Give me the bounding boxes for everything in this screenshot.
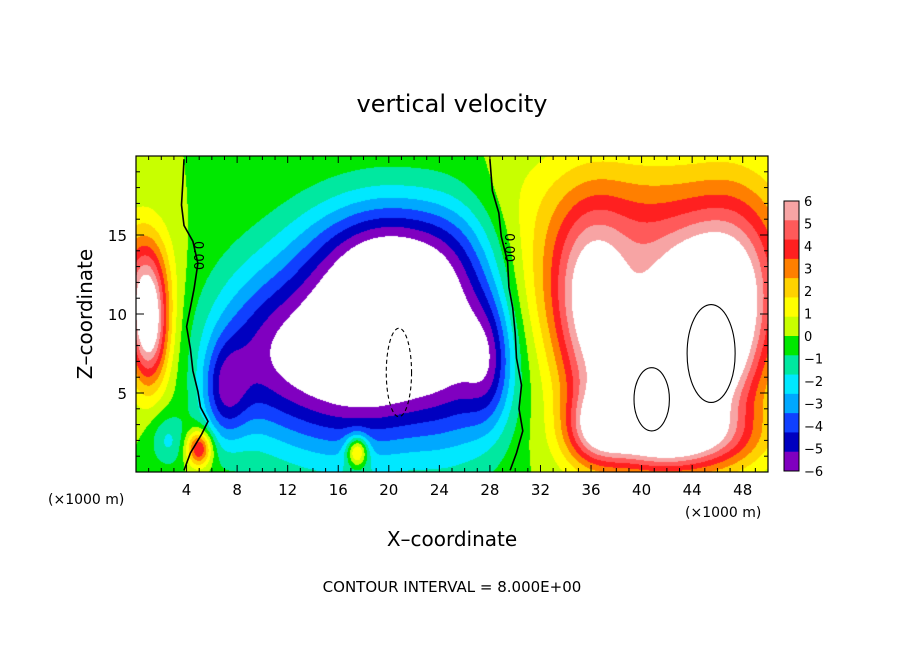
x-unit-left: (×1000 m) <box>48 492 124 508</box>
colorbar-swatch <box>784 451 799 472</box>
colorbar-swatch <box>784 413 799 433</box>
colorbar-swatch <box>784 201 799 221</box>
x-tick-label: 32 <box>531 481 550 499</box>
contour-label: 0.00 <box>190 241 205 270</box>
colorbar-label: −4 <box>804 420 823 435</box>
x-tick-label: 48 <box>733 481 752 499</box>
colorbar-label: 1 <box>804 308 812 323</box>
negative-contour-loop <box>385 327 413 418</box>
y-axis-ticks: 5 10 15 <box>108 171 768 457</box>
chart-title: vertical velocity <box>357 90 548 118</box>
heatmap-field <box>136 156 768 472</box>
y-axis-label: Z–coordinate <box>73 249 97 379</box>
x-tick-label: 36 <box>581 481 600 499</box>
colorbar-label: 5 <box>804 218 812 233</box>
y-tick-label: 15 <box>108 227 127 245</box>
x-tick-label: 44 <box>683 481 702 499</box>
colorbar-swatch <box>784 374 799 395</box>
colorbar-frame <box>783 200 800 472</box>
colorbar-swatch <box>784 258 799 279</box>
colorbar-swatch <box>784 316 799 337</box>
contour-lines: 0.00 0.00 <box>180 159 736 471</box>
colorbar-label: −5 <box>804 443 823 458</box>
colorbar-label: 3 <box>804 263 812 278</box>
colorbar-label: 6 <box>804 195 812 210</box>
colorbar: 6 5 4 3 2 1 0 −1 −2 −3 −4 −5 −6 <box>783 195 823 480</box>
positive-contour-loop <box>633 367 670 432</box>
y-tick-label: 10 <box>108 306 127 324</box>
colorbar-swatch <box>784 278 799 298</box>
x-tick-label: 4 <box>182 481 192 499</box>
colorbar-swatch <box>784 297 799 318</box>
x-tick-label: 24 <box>430 481 449 499</box>
x-axis-label: X–coordinate <box>387 527 517 551</box>
colorbar-swatch <box>784 432 799 453</box>
x-tick-label: 20 <box>379 481 398 499</box>
positive-contour-loop <box>686 303 736 404</box>
colorbar-swatch <box>784 355 799 376</box>
x-axis-ticks: 4 8 12 16 20 24 28 32 36 40 44 48 <box>148 156 756 499</box>
colorbar-swatch <box>784 220 799 241</box>
x-tick-label: 12 <box>278 481 297 499</box>
contour-interval-note: CONTOUR INTERVAL = 8.000E+00 <box>323 578 582 596</box>
x-tick-label: 16 <box>329 481 348 499</box>
x-tick-label: 8 <box>232 481 242 499</box>
colorbar-label: −6 <box>804 465 823 480</box>
colorbar-swatch <box>784 393 799 414</box>
colorbar-swatch <box>784 239 799 260</box>
x-tick-label: 28 <box>480 481 499 499</box>
x-tick-label: 40 <box>632 481 651 499</box>
colorbar-label: 2 <box>804 285 812 300</box>
colorbar-label: 4 <box>804 240 812 255</box>
zero-contour-line <box>180 159 209 471</box>
colorbar-label: 0 <box>804 330 812 345</box>
colorbar-label: −2 <box>804 375 823 390</box>
colorbar-label: −3 <box>804 398 823 413</box>
x-unit-right: (×1000 m) <box>685 505 761 521</box>
zero-contour-line <box>489 159 524 471</box>
colorbar-swatch <box>784 336 799 356</box>
contour-label: 0.00 <box>501 233 516 262</box>
y-tick-label: 5 <box>117 385 127 403</box>
colorbar-label: −1 <box>804 353 823 368</box>
